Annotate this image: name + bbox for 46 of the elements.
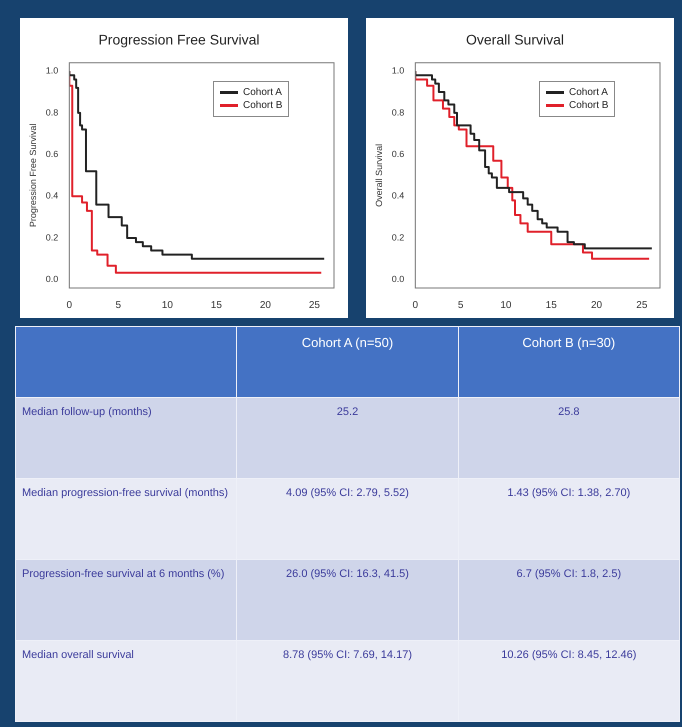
x-tick-label: 5 [116,300,122,311]
y-tick-label: 0.6 [392,149,404,160]
category-label: Cohort B (n=30) [458,326,680,398]
x-tick-label: 0 [66,300,73,311]
text: 25.8 [558,406,580,418]
text: 4.09 (95% CI: 2.79, 5.52) [286,487,409,500]
chart-title: Overall Survival [466,31,564,48]
text: 26.0 (95% CI: 16.3, 41.5) [286,568,409,580]
x-tick-label: 25 [636,300,648,311]
text: 10.26 (95% CI: 8.45, 12.46) [501,649,636,661]
legend-label: Cohort B [569,100,608,111]
x-tick-label: 20 [591,300,603,311]
legend-label: Cohort B [243,100,282,111]
y-tick-label: 0.2 [46,232,58,242]
y-tick-label: 1.0 [46,66,58,76]
y-tick-label: 0.4 [46,190,58,201]
chart-title: Progression Free Survival [98,31,260,48]
y-tick-label: 0.6 [46,149,58,160]
category-label: Median overall survival [22,649,134,661]
y-tick-label: 0.2 [392,232,404,242]
category-label: Progression-free survival at 6 months (%) [22,568,224,580]
category-label: Median progression-free survival (months) [22,487,228,500]
x-tick-label: 15 [210,300,222,311]
y-tick-label: 0.0 [46,274,58,284]
y-tick-label: 0.0 [392,274,404,284]
y-axis-title: Progression Free Survival [28,124,38,228]
text: 25.2 [336,406,358,418]
x-tick-label: 25 [308,300,320,311]
x-tick-label: 10 [500,300,512,311]
legend-label: Cohort A [243,86,282,98]
x-tick-label: 5 [458,300,464,311]
x-tick-label: 10 [162,300,174,311]
category-label: Median follow-up (months) [22,406,152,418]
y-axis-title: Overall Survival [374,144,384,207]
text: 1.43 (95% CI: 1.38, 2.70) [507,487,630,500]
x-tick-label: 20 [260,300,272,311]
category-label: Cohort A (n=50) [236,326,458,398]
text: 6.7 (95% CI: 1.8, 2.5) [516,568,622,580]
x-tick-label: 0 [412,300,419,311]
y-tick-label: 1.0 [392,66,404,76]
y-tick-label: 0.4 [392,190,404,201]
legend-label: Cohort A [569,86,608,98]
text: 8.78 (95% CI: 7.69, 14.17) [282,649,412,661]
x-tick-label: 15 [546,300,558,311]
y-tick-label: 0.8 [392,107,404,118]
y-tick-label: 0.8 [46,107,58,118]
